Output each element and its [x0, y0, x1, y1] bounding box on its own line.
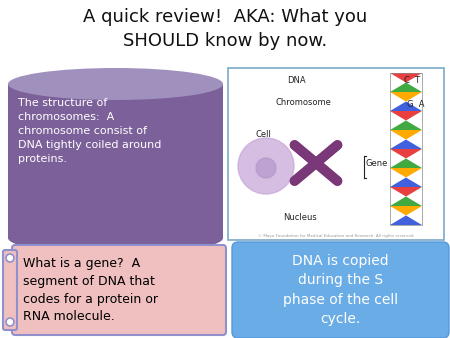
- Text: © Mayo Foundation for Medical Education and Research. All rights reserved.: © Mayo Foundation for Medical Education …: [257, 234, 414, 238]
- Text: DNA: DNA: [287, 76, 305, 85]
- Text: DNA is copied
during the S
phase of the cell
cycle.: DNA is copied during the S phase of the …: [283, 254, 398, 326]
- Circle shape: [6, 254, 14, 262]
- Text: SHOULD know by now.: SHOULD know by now.: [123, 32, 327, 50]
- FancyBboxPatch shape: [228, 68, 444, 240]
- Circle shape: [256, 158, 276, 178]
- Text: C  T: C T: [404, 76, 420, 85]
- Polygon shape: [390, 140, 422, 149]
- Polygon shape: [390, 82, 422, 92]
- Polygon shape: [390, 206, 422, 216]
- Polygon shape: [390, 168, 422, 177]
- Polygon shape: [390, 159, 422, 168]
- Ellipse shape: [8, 68, 223, 100]
- Text: Nucleus: Nucleus: [283, 213, 317, 222]
- Ellipse shape: [8, 222, 223, 254]
- Polygon shape: [390, 111, 422, 121]
- FancyBboxPatch shape: [3, 250, 17, 330]
- Polygon shape: [390, 177, 422, 187]
- Polygon shape: [390, 149, 422, 159]
- FancyBboxPatch shape: [232, 242, 449, 338]
- Text: G  A: G A: [407, 100, 425, 109]
- Text: Chromosome: Chromosome: [275, 98, 331, 107]
- Polygon shape: [390, 216, 422, 225]
- Text: The structure of
chromosomes:  A
chromosome consist of
DNA tightly coiled around: The structure of chromosomes: A chromoso…: [18, 98, 162, 164]
- Polygon shape: [390, 187, 422, 196]
- Text: A quick review!  AKA: What you: A quick review! AKA: What you: [83, 8, 367, 26]
- Polygon shape: [390, 92, 422, 101]
- Polygon shape: [390, 196, 422, 206]
- FancyBboxPatch shape: [229, 69, 443, 239]
- Polygon shape: [390, 121, 422, 130]
- Circle shape: [6, 318, 14, 326]
- Text: Cell: Cell: [255, 130, 271, 139]
- Text: What is a gene?  A
segment of DNA that
codes for a protein or
RNA molecule.: What is a gene? A segment of DNA that co…: [23, 257, 158, 323]
- Polygon shape: [390, 101, 422, 111]
- FancyBboxPatch shape: [8, 84, 223, 238]
- Polygon shape: [390, 130, 422, 140]
- Circle shape: [238, 138, 294, 194]
- Polygon shape: [390, 73, 422, 82]
- Text: Gene: Gene: [366, 160, 388, 169]
- FancyBboxPatch shape: [12, 245, 226, 335]
